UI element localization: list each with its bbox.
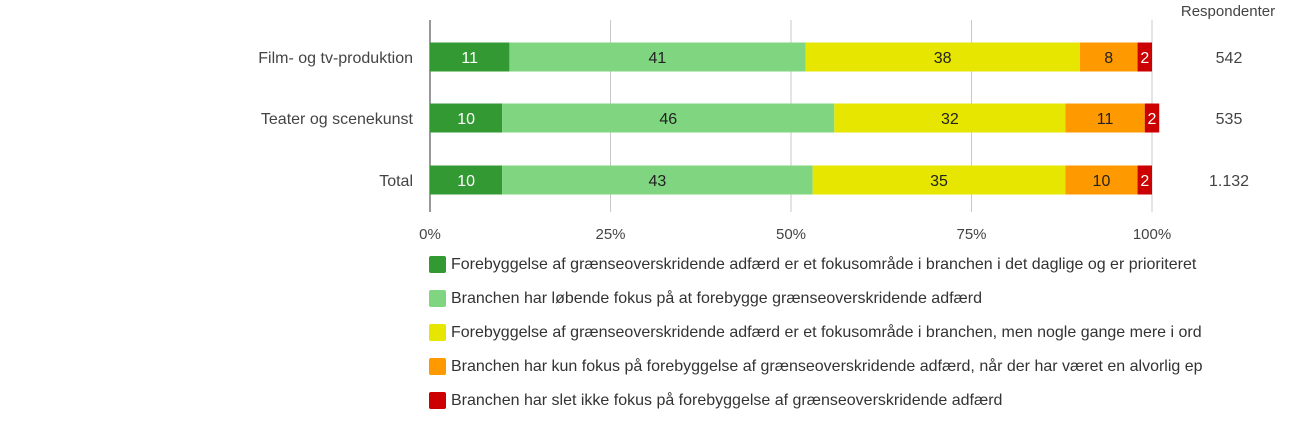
bar-segment xyxy=(834,103,1066,133)
bar-segment xyxy=(1065,165,1138,195)
legend-swatch xyxy=(429,358,446,375)
bar-segment xyxy=(430,42,510,72)
respondents-header: Respondenter xyxy=(1181,3,1275,20)
x-tick-label: 50% xyxy=(776,226,806,243)
x-tick-label: 25% xyxy=(595,226,625,243)
category-label: Film- og tv-produktion xyxy=(258,50,413,67)
category-label: Teater og scenekunst xyxy=(261,111,414,128)
legend-label: Branchen har løbende fokus på at forebyg… xyxy=(451,290,982,307)
legend-label: Forebyggelse af grænseoverskridende adfæ… xyxy=(451,324,1202,341)
bar-segment xyxy=(1137,165,1152,195)
bar-segment xyxy=(430,103,503,133)
bar-segment xyxy=(1079,42,1138,72)
data-label: 11 xyxy=(461,50,478,67)
x-tick-label: 75% xyxy=(956,226,986,243)
bar-segments xyxy=(430,42,1160,195)
data-label: 2 xyxy=(1148,111,1157,128)
respondents-value: 1.132 xyxy=(1209,173,1249,190)
data-label: 10 xyxy=(457,111,475,128)
data-label: 32 xyxy=(941,111,959,128)
data-label: 8 xyxy=(1104,50,1113,67)
chart-labels: 0% 25% 50% 75% 100% Respondenter Film- og tv-p… xyxy=(258,3,1275,243)
legend-label: Branchen har slet ikke fokus på forebygg… xyxy=(451,392,1003,409)
legend-label: Forebyggelse af grænseoverskridende adfæ… xyxy=(451,256,1197,273)
data-label: 38 xyxy=(934,50,952,67)
data-label: 10 xyxy=(1093,173,1111,190)
respondents-value: 542 xyxy=(1216,50,1243,67)
legend-swatch xyxy=(429,392,446,409)
data-label: 11 xyxy=(1097,111,1114,128)
data-label: 2 xyxy=(1140,50,1149,67)
data-label: 46 xyxy=(659,111,677,128)
data-label: 10 xyxy=(457,173,475,190)
data-label: 43 xyxy=(649,173,667,190)
bar-segment xyxy=(509,42,806,72)
data-label: 2 xyxy=(1140,173,1149,190)
bar-segment xyxy=(430,165,503,195)
bar-segment xyxy=(1065,103,1145,133)
x-tick-label: 0% xyxy=(419,226,441,243)
legend-label: Branchen har kun fokus på forebyggelse a… xyxy=(451,358,1203,375)
bar-segment xyxy=(502,165,813,195)
bar-segment xyxy=(1137,42,1152,72)
stacked-bar-chart: 0% 25% 50% 75% 100% Respondenter Film- og tv-p… xyxy=(258,3,1275,243)
bar-segment xyxy=(1144,103,1160,133)
data-label: 41 xyxy=(649,50,667,67)
legend-swatch xyxy=(429,290,446,307)
x-tick-label: 100% xyxy=(1133,226,1171,243)
bar-segment xyxy=(805,42,1080,72)
respondents-value: 535 xyxy=(1216,111,1243,128)
bar-segment xyxy=(502,103,835,133)
data-label: 35 xyxy=(930,173,948,190)
legend-swatch xyxy=(429,324,446,341)
category-label: Total xyxy=(379,173,413,190)
bar-segment xyxy=(812,165,1066,195)
legend-swatch xyxy=(429,256,446,273)
